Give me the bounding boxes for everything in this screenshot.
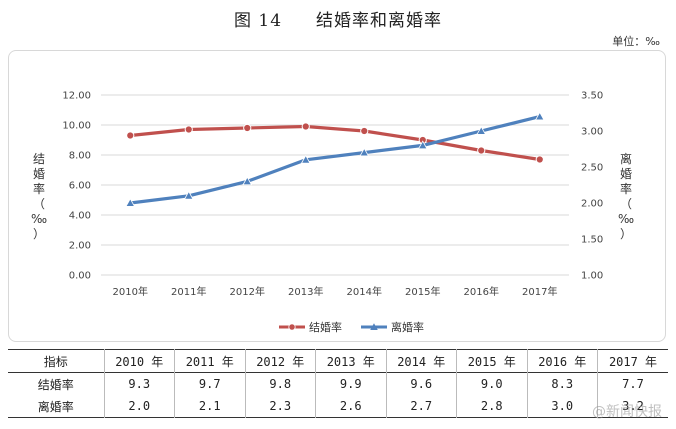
table-cell: 2.3 — [244, 395, 316, 418]
divorce-rate-point — [417, 140, 428, 150]
table-cell: 9.6 — [385, 372, 457, 395]
line-chart: 0.00 2.00 4.00 6.00 8.00 10.00 12.00 1.00 1.50 2.… — [31, 91, 634, 335]
table-cell: 3.0 — [526, 395, 598, 418]
marriage-rate-point — [301, 122, 310, 131]
marriage-rate-point — [243, 123, 252, 133]
table-cell: 9.3 — [103, 372, 175, 395]
table-cell: 9.7 — [174, 372, 245, 395]
y-left-tick-label: 4.00 — [69, 211, 91, 222]
x-tick-label: 2011年 — [171, 285, 206, 298]
chart-frame: 0.00 2.00 4.00 6.00 8.00 10.00 12.00 1.00 1.50 2.… — [8, 50, 666, 342]
divorce-rate-point — [300, 154, 311, 164]
x-tick-label: 2012年 — [230, 285, 265, 298]
table-cell: 9.9 — [315, 372, 386, 395]
header-year: 2015 年 — [456, 349, 527, 373]
legend-label: 离婚率 — [391, 320, 424, 334]
table-body: 结婚率 9.3 9.7 9.8 9.9 9.6 9.0 8.3 7.7 离婚率 2.0 2.1 2.3 2… — [8, 372, 668, 418]
y-left-tick-label: 6.00 — [69, 181, 91, 192]
y-right-tick-label: 2.00 — [581, 199, 603, 210]
x-tick-label: 2014年 — [347, 285, 382, 298]
y-right-tick-label: 2.50 — [581, 163, 603, 174]
table-cell: 7.7 — [597, 372, 668, 395]
header-year: 2011 年 — [174, 349, 245, 373]
watermark: @新闻快报 — [592, 404, 662, 420]
marriage-rate-point — [184, 125, 193, 134]
divorce-rate-point — [534, 111, 545, 121]
table-cell: 8.3 — [526, 372, 598, 395]
figure-title-text: 结婚率和离婚率 — [316, 11, 443, 31]
header-year: 2017 年 — [597, 349, 668, 373]
table-cell: 2.0 — [103, 395, 175, 418]
table-row: 离婚率 2.0 2.1 2.3 2.6 2.7 2.8 3.0 3.2 — [8, 395, 668, 418]
table-cell: 9.0 — [456, 372, 527, 395]
series-line-marriage-rate — [128, 124, 542, 162]
marriage-rate-point — [360, 126, 369, 136]
header-year: 2013 年 — [315, 349, 386, 373]
divorce-rate-point — [242, 176, 253, 186]
x-tick-label: 2010年 — [113, 285, 148, 298]
legend-marker — [288, 323, 296, 331]
table-row: 结婚率 9.3 9.7 9.8 9.9 9.6 9.0 8.3 7.7 — [8, 372, 668, 395]
y-left-tick-label: 8.00 — [69, 151, 91, 162]
figure-title: 图 14 结婚率和离婚率 — [0, 6, 676, 31]
table-cell: 2.7 — [385, 395, 457, 418]
header-year: 2014 年 — [385, 349, 457, 373]
header-year: 2012 年 — [244, 349, 316, 373]
x-tick-label: 2013年 — [288, 285, 323, 298]
table-cell: 2.8 — [456, 395, 527, 418]
legend-label: 结婚率 — [309, 320, 342, 334]
y-left-tick-label: 2.00 — [69, 241, 91, 252]
y-left-tick-label: 12.00 — [62, 91, 91, 102]
divorce-rate-point — [125, 197, 136, 207]
y-right-tick-label: 3.00 — [581, 127, 603, 138]
table-cell: 9.8 — [244, 372, 316, 395]
y-right-tick-label: 3.50 — [581, 91, 603, 102]
marriage-rate-point — [535, 155, 544, 164]
x-tick-label: 2017年 — [522, 285, 557, 298]
unit-label: 单位：‰ — [612, 35, 660, 48]
table-cell: 2.1 — [174, 395, 245, 418]
header-year: 2010 年 — [103, 349, 175, 373]
y-right-axis-title: 离婚率（‰） — [618, 151, 634, 241]
x-tick-label: 2016年 — [464, 285, 499, 298]
y-left-tick-label: 0.00 — [69, 271, 91, 282]
figure-number: 图 14 — [233, 11, 283, 31]
divorce-rate-point — [359, 147, 370, 157]
marriage-rate-point — [126, 131, 135, 140]
legend-marker — [370, 323, 378, 331]
y-left-tick-label: 10.00 — [62, 121, 91, 132]
divorce-rate-point — [183, 190, 194, 200]
row-label: 结婚率 — [37, 377, 74, 392]
y-right-tick-label: 1.50 — [581, 235, 603, 246]
row-label: 离婚率 — [37, 399, 74, 414]
marriage-rate-point — [477, 146, 486, 155]
series-line-divorce-rate — [128, 114, 542, 205]
divorce-rate-point — [476, 125, 487, 135]
x-tick-label: 2015年 — [405, 285, 440, 298]
table-cell: 2.6 — [315, 395, 386, 418]
header-year: 2016 年 — [526, 349, 598, 373]
table-cell: 3.2 — [597, 395, 668, 418]
header-label: 指标 — [43, 354, 68, 369]
y-right-tick-label: 1.00 — [581, 271, 603, 282]
y-left-axis-title: 结婚率（‰） — [31, 152, 47, 241]
